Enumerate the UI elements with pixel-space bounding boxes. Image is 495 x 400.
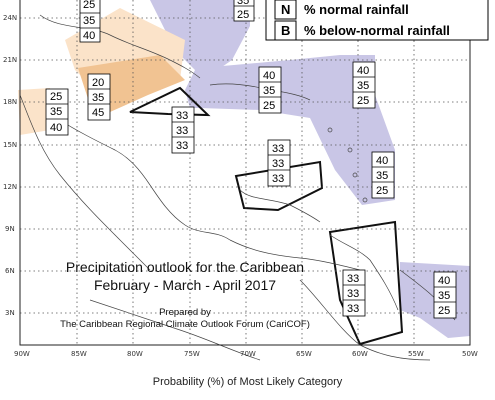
legend-key-below: B xyxy=(281,23,290,38)
below-normal-region-antilles xyxy=(200,55,395,205)
credit-line1: Prepared by xyxy=(159,307,211,318)
probability-value: 25 xyxy=(50,91,62,103)
probability-value: 25 xyxy=(83,0,95,11)
probability-box-windward-islands: 40 35 25 xyxy=(371,151,395,199)
legend-key-box xyxy=(274,0,297,20)
probability-value: 35 xyxy=(237,0,249,7)
lat-label: 12N xyxy=(3,183,17,191)
probability-value: 45 xyxy=(92,107,104,119)
probability-value: 25 xyxy=(438,305,450,317)
credit-line2: The Caribbean Regional Climate Outlook F… xyxy=(60,319,310,330)
probability-box-hispaniola: 40 35 25 xyxy=(258,66,282,114)
map-frame xyxy=(19,0,471,346)
lat-label: 18N xyxy=(3,98,17,106)
lon-label: 90W xyxy=(14,350,30,358)
probability-value: 35 xyxy=(263,85,275,97)
probability-value: 40 xyxy=(357,65,369,77)
probability-value: 33 xyxy=(347,288,359,300)
probability-value: 25 xyxy=(376,185,388,197)
legend-label-below: % below-normal rainfall xyxy=(304,23,450,38)
lon-label: 80W xyxy=(127,350,143,358)
probability-box-cuba: 20 35 45 xyxy=(87,73,111,121)
legend-key-normal: N xyxy=(281,2,290,17)
probability-box-yucatan: 25 35 40 xyxy=(45,88,69,136)
lon-label: 85W xyxy=(71,350,87,358)
probability-value: 40 xyxy=(376,155,388,167)
figure-caption: Probability (%) of Most Likely Category xyxy=(152,376,343,388)
lat-label: 24N xyxy=(3,14,17,22)
probability-value: 35 xyxy=(376,170,388,182)
lon-label: 70W xyxy=(240,350,256,358)
probability-box-haiti-jamaica: 33 33 33 xyxy=(171,106,195,154)
probability-box-top-left-partial: 25 35 40 xyxy=(79,0,101,43)
probability-value: 40 xyxy=(263,70,275,82)
longitude-labels: 90W 85W 80W 75W 70W 65W 60W 55W 50W xyxy=(14,350,478,358)
probability-value: 33 xyxy=(176,110,188,122)
probability-box-eastern-caribbean: 40 35 25 xyxy=(352,61,376,109)
lon-label: 75W xyxy=(184,350,200,358)
lat-label: 15N xyxy=(3,141,17,149)
lat-label: 9N xyxy=(5,225,15,233)
probability-box-top-center-partial: 35 25 xyxy=(233,0,255,22)
probability-value: 35 xyxy=(357,80,369,92)
legend-key-box xyxy=(274,20,297,41)
lon-label: 60W xyxy=(352,350,368,358)
probability-value: 35 xyxy=(438,290,450,302)
above-normal-region-yucatan xyxy=(18,88,50,135)
longitude-gridlines xyxy=(76,0,415,345)
probability-box-guianas: 33 33 33 xyxy=(342,269,366,317)
legend: N % normal rainfall B % below-normal rai… xyxy=(265,0,489,41)
probability-value: 33 xyxy=(176,125,188,137)
latitude-labels: 24N 21N 18N 15N 12N 9N 6N 3N xyxy=(3,14,17,317)
lat-label: 3N xyxy=(5,309,15,317)
probability-value: 33 xyxy=(272,143,284,155)
lon-label: 50W xyxy=(462,350,478,358)
lon-label: 65W xyxy=(296,350,312,358)
probability-value: 33 xyxy=(272,158,284,170)
below-normal-region-north xyxy=(150,0,250,108)
lat-label: 21N xyxy=(3,56,17,64)
outlined-region-abc xyxy=(234,160,324,212)
probability-value: 33 xyxy=(272,173,284,185)
map-title-line2: February - March - April 2017 xyxy=(94,277,276,293)
probability-value: 25 xyxy=(357,95,369,107)
lon-label: 55W xyxy=(408,350,424,358)
outlined-region-guianas xyxy=(328,220,404,346)
probability-value: 40 xyxy=(83,30,95,42)
probability-box-abc-islands: 33 33 33 xyxy=(267,139,291,187)
probability-value: 33 xyxy=(347,273,359,285)
probability-value: 40 xyxy=(50,122,62,134)
map-title-line1: Precipitation outlook for the Caribbean xyxy=(66,259,304,275)
probability-value: 33 xyxy=(176,140,188,152)
lat-label: 6N xyxy=(5,267,15,275)
legend-label-normal: % normal rainfall xyxy=(304,2,409,17)
probability-value: 25 xyxy=(237,9,249,21)
probability-value: 40 xyxy=(438,275,450,287)
probability-value: 25 xyxy=(263,100,275,112)
probability-value: 35 xyxy=(92,92,104,104)
outlined-region-haiti xyxy=(129,86,211,117)
probability-value: 35 xyxy=(50,106,62,118)
probability-value: 33 xyxy=(347,303,359,315)
precipitation-outlook-map: 24N 21N 18N 15N 12N 9N 6N 3N 90W 85W 80W… xyxy=(3,0,489,361)
probability-box-french-guiana: 40 35 25 xyxy=(433,271,457,319)
probability-value: 20 xyxy=(92,77,104,89)
probability-value: 35 xyxy=(83,15,95,27)
